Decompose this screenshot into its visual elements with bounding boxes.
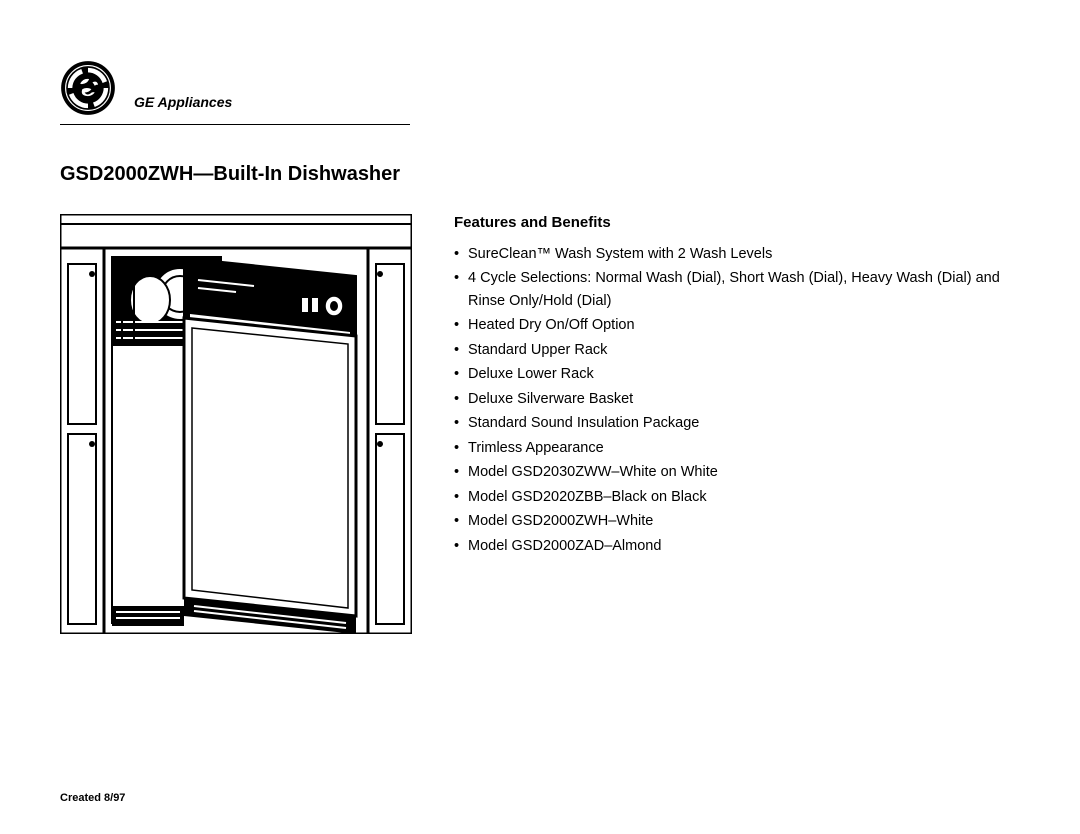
list-item: SureClean™ Wash System with 2 Wash Level…	[454, 243, 1020, 265]
list-item: Deluxe Lower Rack	[454, 363, 1020, 385]
footer-created: Created 8/97	[60, 792, 125, 804]
product-image	[60, 214, 412, 639]
brand-label: GE Appliances	[134, 94, 232, 110]
list-item: Standard Upper Rack	[454, 339, 1020, 361]
list-item: Deluxe Silverware Basket	[454, 388, 1020, 410]
header: GE Appliances	[60, 60, 1020, 116]
list-item: Model GSD2030ZWW–White on White	[454, 461, 1020, 483]
list-item: Heated Dry On/Off Option	[454, 314, 1020, 336]
header-rule	[60, 124, 410, 125]
page: GE Appliances GSD2000ZWH—Built-In Dishwa…	[0, 0, 1080, 834]
features-heading: Features and Benefits	[454, 214, 1020, 231]
dishwasher-illustration-icon	[60, 214, 412, 634]
list-item: 4 Cycle Selections: Normal Wash (Dial), …	[454, 267, 1020, 312]
list-item: Standard Sound Insulation Package	[454, 412, 1020, 434]
list-item: Model GSD2020ZBB–Black on Black	[454, 486, 1020, 508]
list-item: Trimless Appearance	[454, 437, 1020, 459]
features-list: SureClean™ Wash System with 2 Wash Level…	[454, 243, 1020, 557]
features-column: Features and Benefits SureClean™ Wash Sy…	[454, 214, 1020, 559]
page-title: GSD2000ZWH—Built-In Dishwasher	[60, 163, 1020, 186]
list-item: Model GSD2000ZWH–White	[454, 510, 1020, 532]
list-item: Model GSD2000ZAD–Almond	[454, 535, 1020, 557]
brand-block: GE Appliances	[134, 94, 232, 116]
content-row: Features and Benefits SureClean™ Wash Sy…	[60, 214, 1020, 639]
ge-logo-icon	[60, 60, 116, 116]
